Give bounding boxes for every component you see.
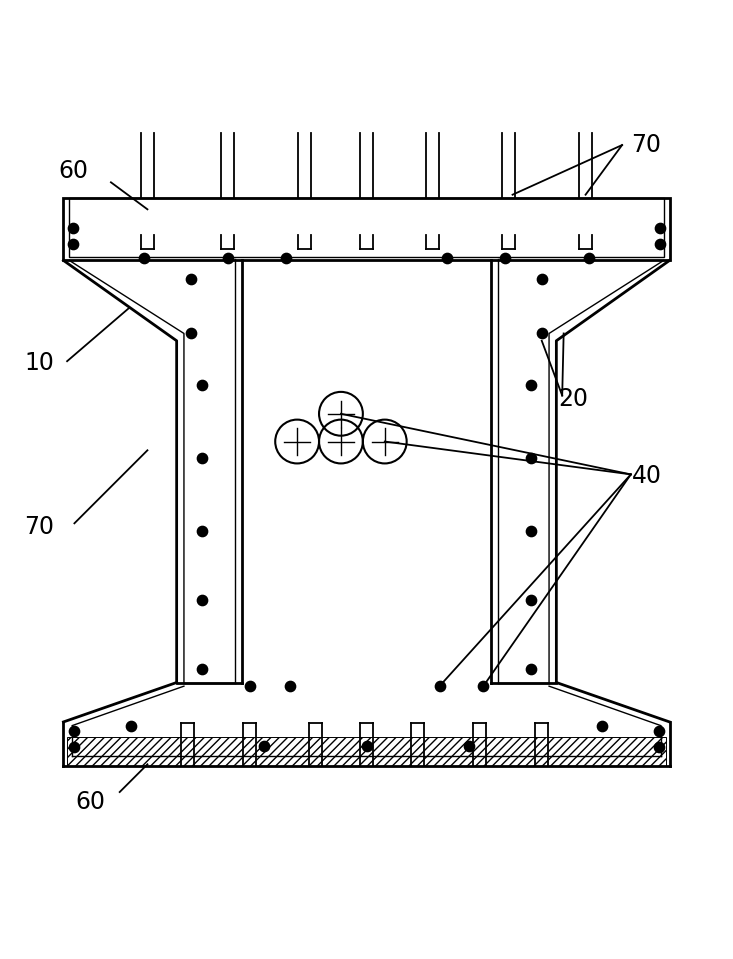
Point xyxy=(441,250,453,266)
Point xyxy=(536,271,548,287)
Text: 20: 20 xyxy=(558,387,588,411)
Text: 40: 40 xyxy=(632,464,662,488)
Text: 60: 60 xyxy=(58,159,88,183)
Bar xyxy=(70,203,663,231)
Point xyxy=(185,271,197,287)
Point xyxy=(652,739,664,755)
Point xyxy=(67,237,79,252)
Point xyxy=(196,523,208,538)
Point xyxy=(196,593,208,608)
Point xyxy=(652,723,664,738)
Point xyxy=(185,326,197,341)
Text: 10: 10 xyxy=(24,351,54,375)
Point xyxy=(536,326,548,341)
Point xyxy=(196,662,208,677)
Point xyxy=(477,678,489,693)
Bar xyxy=(67,737,666,765)
Point xyxy=(196,450,208,465)
Point xyxy=(525,523,537,538)
Bar xyxy=(70,199,663,257)
Point xyxy=(69,739,81,755)
Point xyxy=(499,250,511,266)
Point xyxy=(284,678,295,693)
Point xyxy=(125,718,137,734)
Point xyxy=(463,738,474,754)
Point xyxy=(280,250,292,266)
Bar xyxy=(64,199,669,261)
Point xyxy=(654,220,666,235)
Point xyxy=(67,220,79,235)
Point xyxy=(138,250,150,266)
Point xyxy=(69,723,81,738)
Text: 70: 70 xyxy=(24,515,54,539)
Point xyxy=(596,718,608,734)
Point xyxy=(525,662,537,677)
Point xyxy=(222,250,234,266)
Point xyxy=(525,450,537,465)
Point xyxy=(583,250,595,266)
Text: 60: 60 xyxy=(75,790,106,814)
Text: 70: 70 xyxy=(631,133,661,157)
Point xyxy=(361,738,372,754)
Point xyxy=(196,377,208,392)
Point xyxy=(525,377,537,392)
Point xyxy=(525,593,537,608)
Point xyxy=(434,678,446,693)
Point xyxy=(259,738,270,754)
Point xyxy=(244,678,256,693)
Point xyxy=(654,237,666,252)
